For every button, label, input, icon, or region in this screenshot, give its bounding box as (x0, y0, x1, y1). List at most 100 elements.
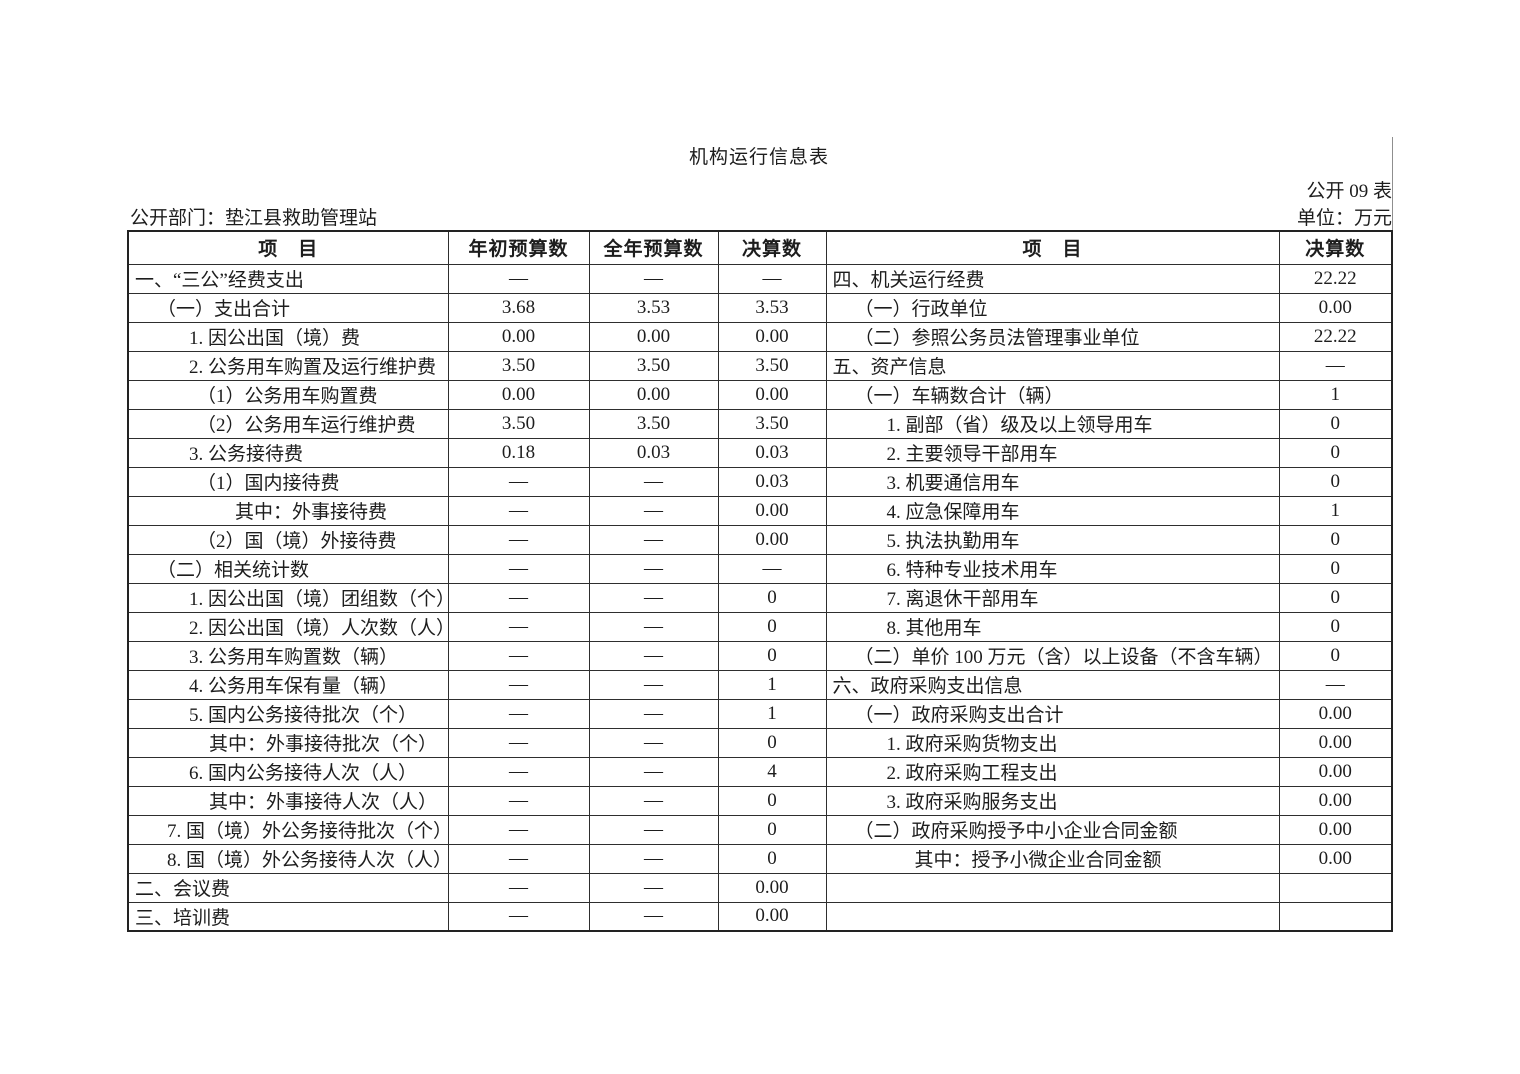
value-annual-budget: 3.50 (588, 350, 719, 381)
item-label-right: （一）政府采购支出合计 (825, 698, 1280, 729)
item-label-right: 其中：授予小微企业合同金额 (825, 843, 1280, 874)
item-label-left: 3. 公务用车购置数（辆） (127, 640, 449, 671)
department-label: 公开部门：垫江县救助管理站 (130, 208, 378, 229)
value-final-right: 0 (1278, 524, 1393, 555)
item-label-right: 1. 政府采购货物支出 (825, 727, 1280, 758)
item-label-left: 三、培训费 (127, 901, 449, 932)
value-initial-budget: 0.18 (447, 437, 590, 468)
item-label-right: 3. 机要通信用车 (825, 466, 1280, 497)
value-final-right: — (1278, 350, 1393, 381)
value-final-left: 0 (717, 785, 827, 816)
page-title: 机构运行信息表 (688, 147, 829, 168)
value-annual-budget: 3.53 (588, 292, 719, 323)
value-final-right: 1 (1278, 495, 1393, 526)
item-label-left: 一、“三公”经费支出 (127, 263, 449, 294)
value-initial-budget: — (447, 872, 590, 903)
value-final-right: 0 (1278, 437, 1393, 468)
item-label-right: 4. 应急保障用车 (825, 495, 1280, 526)
value-final-right: 0.00 (1278, 785, 1393, 816)
value-final-left: — (717, 553, 827, 584)
value-final-left: 0.03 (717, 437, 827, 468)
value-initial-budget: — (447, 901, 590, 932)
value-final-right: 0.00 (1278, 756, 1393, 787)
table-row: 一、“三公”经费支出 — — — 四、机关运行经费 22.22 (127, 263, 1393, 294)
unit-label: 单位：万元 (1296, 208, 1392, 229)
value-annual-budget: — (588, 582, 719, 613)
header-item-right: 项 目 (825, 230, 1280, 265)
item-label-left: （二）相关统计数 (127, 553, 449, 584)
value-final-left: 0.00 (717, 524, 827, 555)
item-label-right: 五、资产信息 (825, 350, 1280, 381)
value-final-left: 1 (717, 669, 827, 700)
value-final-left: 1 (717, 698, 827, 729)
value-final-right: 1 (1278, 379, 1393, 410)
table-row: 其中：外事接待人次（人） — — 0 3. 政府采购服务支出 0.00 (127, 785, 1393, 816)
value-annual-budget: — (588, 553, 719, 584)
value-final-left: 0 (717, 843, 827, 874)
table-row: 1. 因公出国（境）费 0.00 0.00 0.00 （二）参照公务员法管理事业… (127, 321, 1393, 352)
value-initial-budget: 3.68 (447, 292, 590, 323)
value-initial-budget: 0.00 (447, 379, 590, 410)
item-label-left: 5. 国内公务接待批次（个） (127, 698, 449, 729)
table-row: （2）公务用车运行维护费 3.50 3.50 3.50 1. 副部（省）级及以上… (127, 408, 1393, 439)
value-final-left: — (717, 263, 827, 294)
value-initial-budget: 0.00 (447, 321, 590, 352)
item-label-left: 其中：外事接待费 (127, 495, 449, 526)
item-label-right: （二）参照公务员法管理事业单位 (825, 321, 1280, 352)
item-label-left: 4. 公务用车保有量（辆） (127, 669, 449, 700)
value-final-left: 0.03 (717, 466, 827, 497)
item-label-right: （一）行政单位 (825, 292, 1280, 323)
value-initial-budget: — (447, 495, 590, 526)
table-row: 5. 国内公务接待批次（个） — — 1 （一）政府采购支出合计 0.00 (127, 698, 1393, 729)
page-edge-divider (1392, 137, 1393, 231)
value-final-right (1278, 901, 1393, 932)
value-initial-budget: — (447, 698, 590, 729)
value-final-left: 4 (717, 756, 827, 787)
header-budget-annual: 全年预算数 (588, 230, 719, 265)
value-annual-budget: — (588, 263, 719, 294)
value-initial-budget: — (447, 611, 590, 642)
value-final-right: 0 (1278, 582, 1393, 613)
value-final-left: 0 (717, 814, 827, 845)
table-row: 二、会议费 — — 0.00 (127, 872, 1393, 903)
item-label-left: 8. 国（境）外公务接待人次（人） (127, 843, 449, 874)
value-initial-budget: — (447, 640, 590, 671)
table-row: （二）相关统计数 — — — 6. 特种专业技术用车 0 (127, 553, 1393, 584)
item-label-left: 6. 国内公务接待人次（人） (127, 756, 449, 787)
item-label-right: 四、机关运行经费 (825, 263, 1280, 294)
item-label-right: 8. 其他用车 (825, 611, 1280, 642)
item-label-right: （二）单价 100 万元（含）以上设备（不含车辆） (825, 640, 1280, 671)
table-row: 4. 公务用车保有量（辆） — — 1 六、政府采购支出信息 — (127, 669, 1393, 700)
value-initial-budget: — (447, 582, 590, 613)
item-label-left: （2）国（境）外接待费 (127, 524, 449, 555)
value-final-left: 0.00 (717, 872, 827, 903)
header-budget-initial: 年初预算数 (447, 230, 590, 265)
value-annual-budget: — (588, 698, 719, 729)
value-initial-budget: — (447, 756, 590, 787)
value-final-left: 0 (717, 611, 827, 642)
item-label-left: 1. 因公出国（境）团组数（个） (127, 582, 449, 613)
value-final-right: 22.22 (1278, 263, 1393, 294)
value-annual-budget: — (588, 466, 719, 497)
value-final-right: 0 (1278, 408, 1393, 439)
value-initial-budget: 3.50 (447, 350, 590, 381)
value-initial-budget: — (447, 727, 590, 758)
item-label-right (825, 872, 1280, 903)
value-final-left: 3.50 (717, 408, 827, 439)
value-final-right: 22.22 (1278, 321, 1393, 352)
value-annual-budget: — (588, 495, 719, 526)
table-row: （1）国内接待费 — — 0.03 3. 机要通信用车 0 (127, 466, 1393, 497)
item-label-left: 其中：外事接待批次（个） (127, 727, 449, 758)
item-label-right: （一）车辆数合计（辆） (825, 379, 1280, 410)
value-initial-budget: — (447, 669, 590, 700)
value-final-right: 0.00 (1278, 843, 1393, 874)
table-row: 2. 因公出国（境）人次数（人） — — 0 8. 其他用车 0 (127, 611, 1393, 642)
value-final-right: 0.00 (1278, 698, 1393, 729)
value-final-left: 0.00 (717, 495, 827, 526)
value-annual-budget: 0.03 (588, 437, 719, 468)
table-row: （一）支出合计 3.68 3.53 3.53 （一）行政单位 0.00 (127, 292, 1393, 323)
item-label-left: 2. 公务用车购置及运行维护费 (127, 350, 449, 381)
value-final-left: 0.00 (717, 901, 827, 932)
table-row: 3. 公务用车购置数（辆） — — 0 （二）单价 100 万元（含）以上设备（… (127, 640, 1393, 671)
